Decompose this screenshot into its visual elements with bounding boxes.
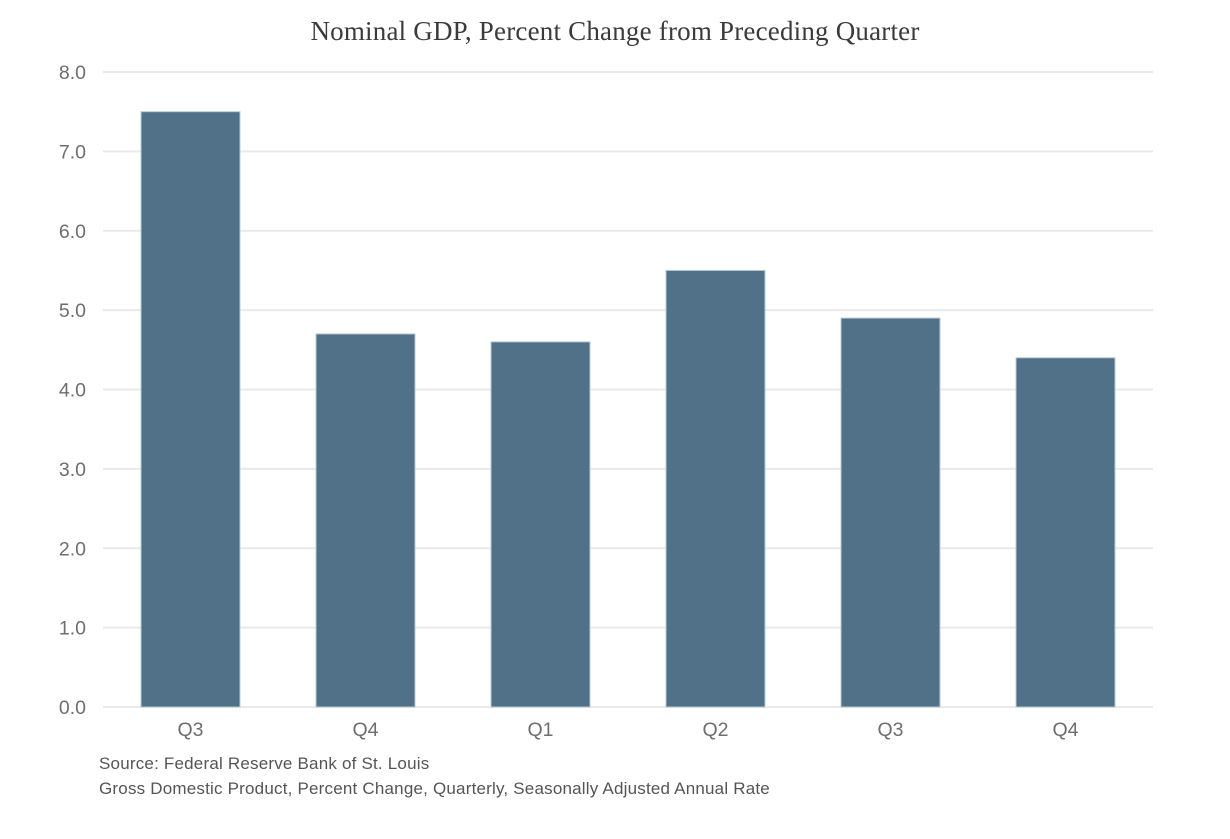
y-axis-tick-label: 8.0	[59, 62, 86, 84]
x-axis-tick-label: Q1	[527, 719, 553, 741]
y-axis-tick-label: 2.0	[59, 538, 86, 560]
bar-q3-0	[140, 111, 241, 708]
source-note: Source: Federal Reserve Bank of St. Loui…	[99, 751, 770, 801]
series-description-line: Gross Domestic Product, Percent Change, …	[99, 779, 770, 798]
y-axis-tick-label: 1.0	[59, 618, 86, 640]
bar-q3-4	[840, 317, 941, 708]
bar-q4-1	[315, 333, 416, 708]
y-axis-tick-label: 0.0	[59, 697, 86, 719]
y-axis-tick-label: 5.0	[59, 300, 86, 322]
chart-title: Nominal GDP, Percent Change from Precedi…	[310, 16, 920, 46]
x-axis-tick-label: Q4	[1052, 719, 1078, 741]
y-axis-tick-label: 7.0	[59, 141, 86, 163]
source-line: Source: Federal Reserve Bank of St. Loui…	[99, 754, 430, 773]
bar-q1-2	[490, 341, 591, 708]
x-axis-tick-label: Q3	[177, 719, 203, 741]
y-axis-tick-label: 4.0	[59, 380, 86, 402]
bar-q2-3	[665, 269, 766, 708]
y-axis-tick-label: 3.0	[59, 459, 86, 481]
x-axis-tick-label: Q3	[877, 719, 903, 741]
bar-q4-5	[1015, 357, 1116, 708]
x-axis-tick-label: Q4	[352, 719, 378, 741]
y-axis-tick-label: 6.0	[59, 221, 86, 243]
x-axis-tick-label: Q2	[702, 719, 728, 741]
